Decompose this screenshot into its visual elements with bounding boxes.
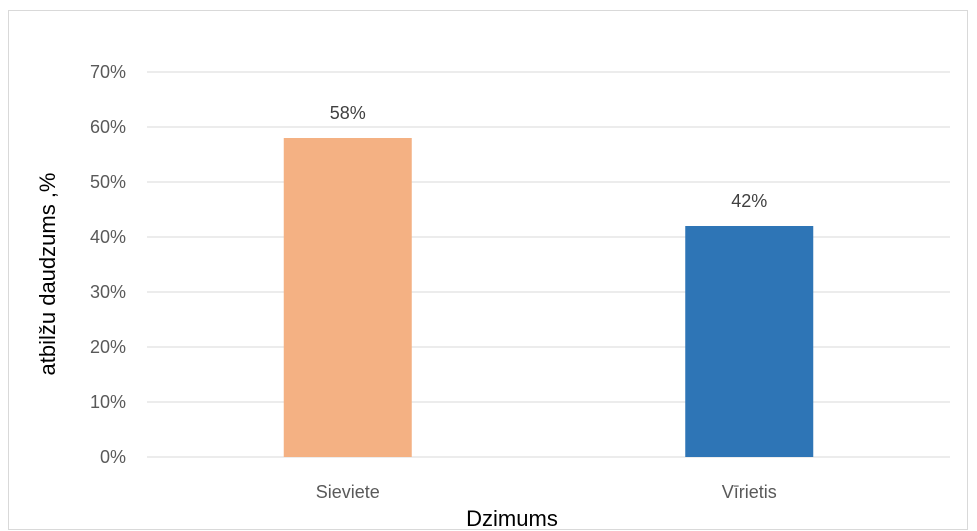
y-tick-label: 70% [90, 62, 126, 82]
data-labels: 58% 42% [330, 103, 768, 211]
y-tick-label: 50% [90, 172, 126, 192]
y-tick-label: 10% [90, 392, 126, 412]
data-label: 58% [330, 103, 366, 123]
x-axis-ticks: Sieviete Vīrietis [316, 482, 777, 502]
y-axis-ticks: 0% 10% 20% 30% 40% 50% 60% 70% [90, 62, 126, 467]
x-axis-title: Dzimums [466, 506, 558, 531]
data-label: 42% [731, 191, 767, 211]
y-tick-label: 60% [90, 117, 126, 137]
y-tick-label: 0% [100, 447, 126, 467]
x-tick-label: Vīrietis [722, 482, 777, 502]
bar [685, 226, 814, 457]
y-axis-title: atbilžu daudzums ,% [35, 173, 60, 376]
bars [283, 138, 814, 457]
y-tick-label: 40% [90, 227, 126, 247]
bar [283, 138, 412, 457]
y-tick-label: 20% [90, 337, 126, 357]
x-tick-label: Sieviete [316, 482, 380, 502]
gridlines [147, 71, 950, 458]
y-tick-label: 30% [90, 282, 126, 302]
